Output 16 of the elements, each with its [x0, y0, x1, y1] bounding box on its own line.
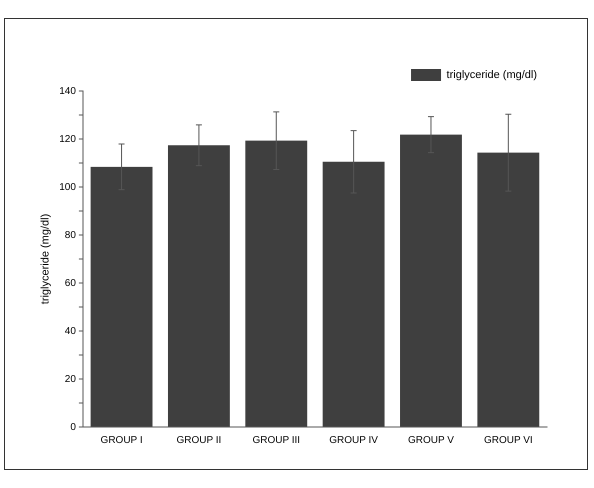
y-tick-label: 140 [59, 86, 76, 97]
x-tick-label: GROUP II [176, 434, 222, 446]
y-tick-label: 0 [70, 422, 76, 433]
x-tick-label: GROUP IV [329, 434, 378, 446]
x-tick-label: GROUP III [252, 434, 300, 446]
y-tick-label: 80 [64, 230, 76, 241]
y-tick-label: 60 [64, 278, 76, 289]
y-tick-label: 20 [64, 374, 76, 385]
y-tick-label: 40 [64, 326, 76, 337]
y-axis-title: triglyceride (mg/dl) [40, 214, 52, 304]
y-tick-label: 120 [59, 134, 76, 145]
x-tick-label: GROUP VI [484, 434, 533, 446]
x-tick-label: GROUP V [408, 434, 454, 446]
legend-label: triglyceride (mg/dl) [446, 69, 538, 82]
x-tick-label: GROUP I [100, 434, 143, 446]
y-tick-label: 100 [59, 182, 76, 193]
